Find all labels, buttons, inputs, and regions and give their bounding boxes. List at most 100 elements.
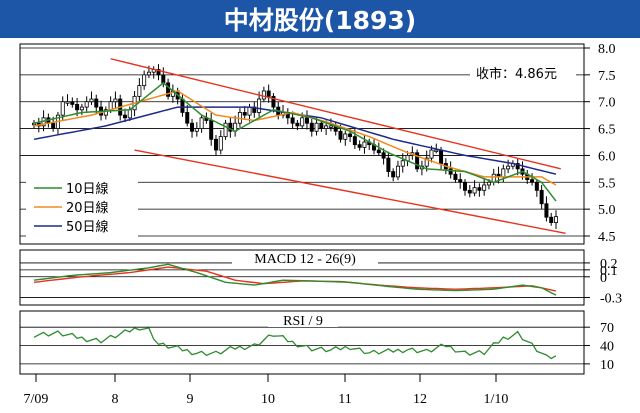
macd-line: [33, 263, 557, 296]
macd-y-tick-label: 0: [600, 271, 607, 286]
candle-body: [482, 184, 487, 191]
candle-body: [89, 98, 94, 103]
candle-body: [194, 128, 199, 132]
candle-body: [209, 120, 214, 140]
macd-y-tick-label: -0.3: [600, 292, 622, 307]
x-tick-label: 10: [261, 392, 275, 407]
candle-body: [242, 112, 247, 116]
price-y-tick-label: 7.5: [598, 69, 616, 84]
channel-upper-line: [110, 58, 561, 170]
channel-lower-line: [134, 149, 566, 235]
candle-body: [429, 149, 434, 159]
rsi-lines: [33, 327, 557, 360]
candle-body: [501, 168, 506, 178]
macd-lines: [33, 263, 557, 296]
candle-body: [376, 149, 381, 154]
x-tick-label: 7/09: [24, 392, 49, 407]
candle-body: [338, 130, 343, 140]
candle-body: [65, 101, 70, 104]
candle-body: [554, 216, 559, 223]
candle-body: [51, 122, 56, 129]
candle-body: [434, 149, 439, 152]
candle-body: [304, 117, 309, 124]
candle-body: [506, 165, 511, 170]
candle-body: [266, 90, 271, 97]
macd-y-tick-label: 0.2: [600, 257, 618, 272]
price-y-tick-label: 6.5: [598, 123, 616, 138]
macd-title: MACD 12 - 26(9): [254, 252, 356, 267]
candle-body: [314, 122, 319, 132]
price-panel-frame: [19, 43, 585, 245]
candle-body: [463, 181, 468, 191]
candle-body: [319, 122, 324, 129]
rsi-title-bg: [268, 313, 338, 327]
candle-body: [400, 160, 405, 167]
candle-body: [352, 136, 357, 146]
candle-body: [127, 109, 132, 119]
candle-body: [142, 74, 147, 86]
candle-body: [300, 117, 305, 127]
candle-body: [113, 98, 118, 103]
legend: 10日線 20日線 50日線: [26, 176, 138, 238]
candle-body: [137, 85, 142, 97]
candle-body: [539, 189, 544, 205]
candle-body: [108, 101, 113, 111]
price-y-tick-label: 5.5: [598, 176, 616, 191]
candle-body: [357, 144, 362, 148]
candle-body: [534, 181, 539, 191]
legend-label-ma20: 20日線: [66, 200, 109, 216]
candle-body: [271, 95, 276, 108]
candle-body: [515, 163, 520, 170]
candle-body: [185, 112, 190, 124]
price-y-ticks: 4.5 5.0 5.5 6.0 6.5 7.0 7.5 8.0: [598, 42, 616, 245]
candle-body: [477, 187, 482, 191]
macd-panel-frame: [19, 249, 585, 306]
ma10-line: [33, 81, 557, 202]
x-axis: 7/09 8 9 10 11 12 1/10: [24, 374, 508, 407]
price-y-tick-label: 4.5: [598, 230, 616, 245]
candle-body: [247, 106, 252, 116]
rsi-y-tick-label: 70: [600, 321, 614, 336]
x-tick-label: 11: [338, 392, 351, 407]
candle-body: [257, 98, 262, 113]
close-label: 收市：4.86元: [476, 66, 557, 82]
candle-body: [467, 189, 472, 194]
rsi-line: [33, 327, 557, 360]
rsi-panel-frame: [19, 310, 585, 375]
trend-channel: [110, 58, 566, 235]
candle-body: [448, 168, 453, 175]
candle-body: [156, 69, 161, 76]
price-y-tick-label: 8.0: [598, 42, 616, 57]
candle-body: [544, 203, 549, 218]
candle-body: [290, 117, 295, 124]
candle-body: [180, 98, 185, 113]
candle-body: [458, 179, 463, 183]
macd-y-ticks: 0.20.10 -0.3: [600, 257, 622, 307]
candle-body: [199, 117, 204, 129]
macd-signal-line: [33, 266, 557, 292]
legend-label-ma10: 10日線: [66, 181, 109, 197]
candle-body: [343, 133, 348, 140]
legend-label-ma50: 50日線: [66, 219, 109, 235]
candle-body: [453, 173, 458, 181]
candle-body: [391, 171, 396, 178]
candle-body: [218, 136, 223, 151]
moving-averages: [33, 81, 557, 202]
price-y-tick-label: 5.0: [598, 203, 616, 218]
candle-body: [415, 152, 420, 170]
candle-body: [228, 122, 233, 132]
candle-body: [324, 125, 329, 129]
macd-title-bg: [232, 252, 378, 266]
candle-body: [261, 90, 266, 100]
candle-body: [309, 122, 314, 132]
x-tick-label: 9: [187, 392, 194, 407]
candle-body: [549, 216, 554, 223]
candle-body: [395, 165, 400, 178]
candle-body: [223, 122, 228, 138]
candle-body: [439, 149, 444, 164]
candle-body: [424, 157, 429, 167]
rsi-y-ticks: 70 40 10: [600, 321, 614, 373]
candle-body: [386, 157, 391, 172]
candle-body: [70, 101, 75, 105]
candle-body: [530, 179, 535, 183]
